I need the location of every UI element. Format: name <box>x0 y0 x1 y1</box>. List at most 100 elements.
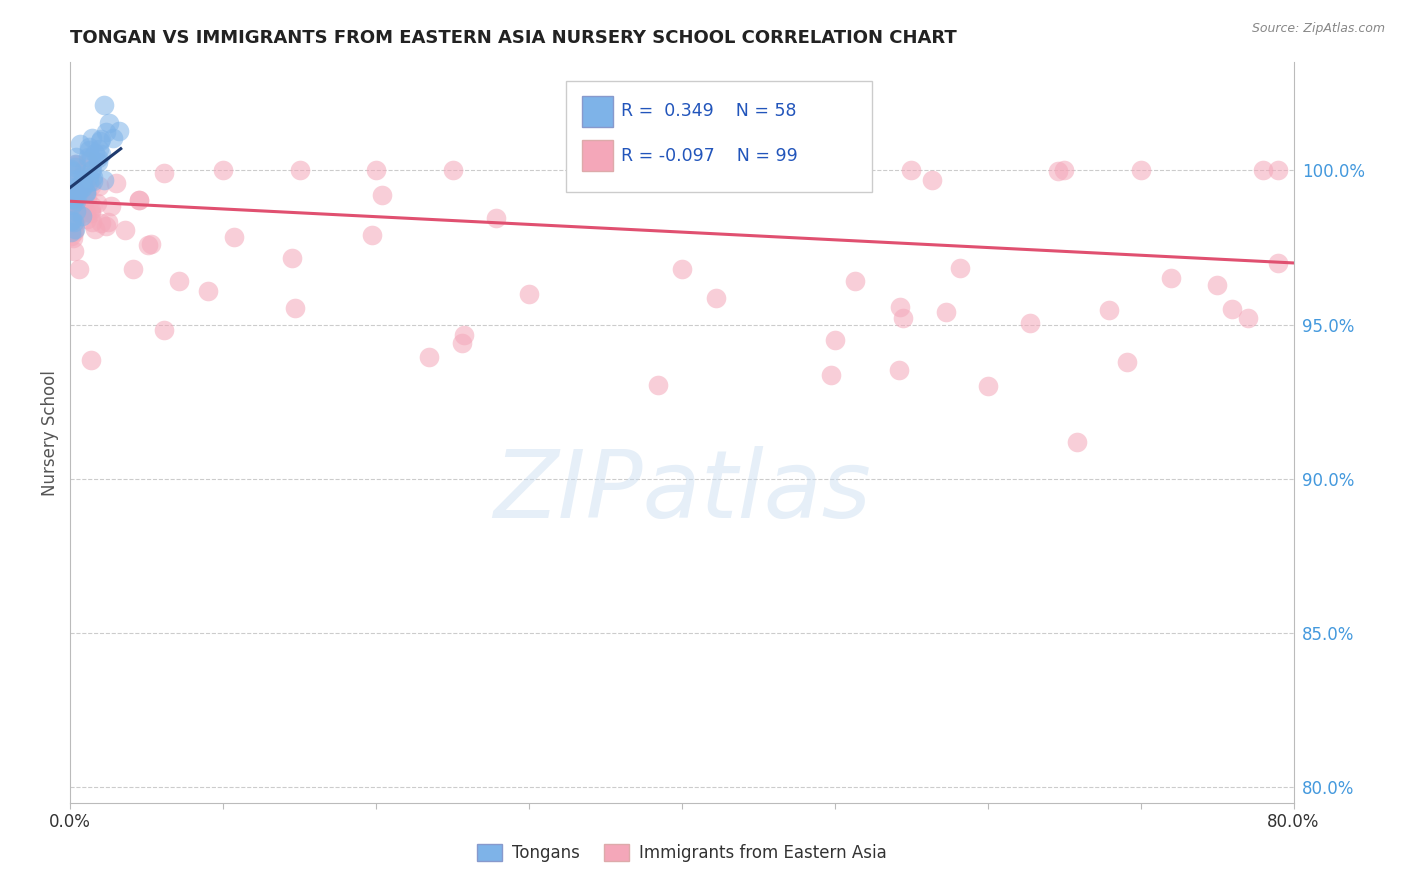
Point <box>75 186 97 200</box>
Point <box>100 199 122 213</box>
Point <box>371 188 394 202</box>
Point <box>889 363 911 377</box>
Point <box>67 261 90 276</box>
Point <box>60 229 83 244</box>
Point <box>647 378 669 392</box>
Point <box>60 175 83 189</box>
Point <box>80 163 103 178</box>
FancyBboxPatch shape <box>582 95 613 127</box>
Legend: Tongans, Immigrants from Eastern Asia: Tongans, Immigrants from Eastern Asia <box>470 837 894 869</box>
Point <box>224 229 246 244</box>
Point <box>79 152 101 166</box>
Point <box>60 193 83 207</box>
Point <box>281 251 304 265</box>
Point <box>62 192 84 206</box>
Point <box>59 225 82 239</box>
Point <box>65 181 87 195</box>
Point <box>75 205 97 219</box>
Point <box>94 219 117 233</box>
Point <box>1206 277 1229 292</box>
Point <box>1267 256 1289 270</box>
Point <box>94 125 117 139</box>
Point <box>89 216 111 230</box>
Point <box>1160 271 1182 285</box>
Point <box>76 190 98 204</box>
Point <box>1267 163 1289 178</box>
Point <box>70 190 93 204</box>
Point <box>366 163 388 178</box>
Point <box>671 262 693 277</box>
FancyBboxPatch shape <box>582 140 613 171</box>
Point <box>1115 355 1137 369</box>
Point <box>82 174 104 188</box>
Point <box>136 237 159 252</box>
Point <box>128 194 150 208</box>
Point <box>89 142 111 156</box>
Point <box>60 213 83 227</box>
Point <box>893 310 915 325</box>
Point <box>418 350 440 364</box>
Point <box>284 301 307 315</box>
Point <box>824 333 846 347</box>
Point <box>77 176 100 190</box>
Point <box>90 132 112 146</box>
Point <box>67 178 90 193</box>
Point <box>152 166 174 180</box>
FancyBboxPatch shape <box>565 81 872 192</box>
Point <box>63 157 86 171</box>
Point <box>72 180 94 194</box>
Point <box>72 168 94 182</box>
Point <box>1129 163 1152 178</box>
Point <box>80 163 103 178</box>
Point <box>441 163 464 178</box>
Point <box>360 227 382 242</box>
Point <box>77 139 100 153</box>
Text: R = -0.097    N = 99: R = -0.097 N = 99 <box>620 146 797 165</box>
Point <box>63 196 86 211</box>
Point <box>1053 163 1076 178</box>
Point <box>128 194 150 208</box>
Point <box>62 195 84 210</box>
Text: ZIPatlas: ZIPatlas <box>494 446 870 537</box>
Point <box>69 136 91 151</box>
Point <box>889 300 911 314</box>
Point <box>949 260 972 275</box>
Point <box>65 158 87 172</box>
Point <box>139 237 162 252</box>
Point <box>63 182 86 196</box>
Point <box>62 231 84 245</box>
Point <box>76 212 98 227</box>
Point <box>97 116 120 130</box>
Point <box>288 163 311 178</box>
Point <box>73 162 96 177</box>
Point <box>84 222 107 236</box>
Point <box>67 201 90 215</box>
Point <box>67 204 90 219</box>
Point <box>65 157 87 171</box>
Point <box>62 244 84 259</box>
Point <box>114 223 136 237</box>
Point <box>67 202 90 217</box>
Point <box>77 170 100 185</box>
Point <box>1251 163 1274 178</box>
Point <box>77 153 100 168</box>
Point <box>900 163 922 178</box>
Point <box>65 190 87 204</box>
Point <box>76 150 98 164</box>
Point <box>105 176 128 190</box>
Point <box>80 352 103 367</box>
Point <box>86 195 108 210</box>
Y-axis label: Nursery School: Nursery School <box>41 369 59 496</box>
Point <box>97 215 120 229</box>
Point <box>63 222 86 236</box>
Point <box>212 163 235 178</box>
Point <box>167 274 190 288</box>
Point <box>935 304 957 318</box>
Point <box>976 379 998 393</box>
Point <box>67 183 90 197</box>
Point <box>101 131 124 145</box>
Point <box>1047 163 1070 178</box>
Point <box>80 199 103 213</box>
Point <box>63 180 86 194</box>
Point <box>517 286 540 301</box>
